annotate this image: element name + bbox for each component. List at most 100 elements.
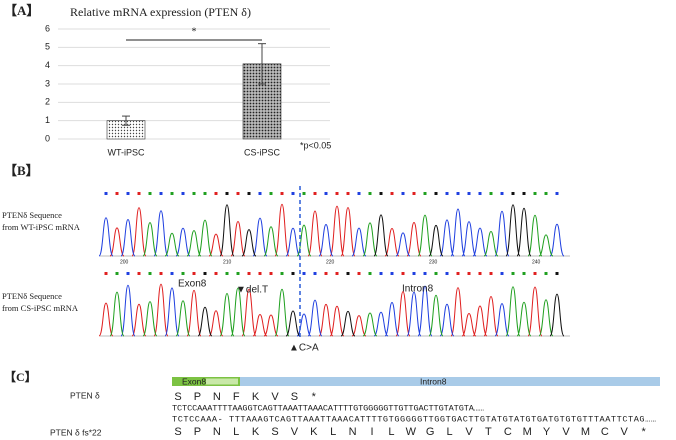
base-call [126, 192, 130, 195]
note: *p<0.05 [300, 140, 331, 150]
amino-acid: N [213, 426, 221, 438]
base-call [555, 272, 559, 275]
exon-label: Exon8 [178, 279, 207, 290]
base-call [379, 192, 383, 195]
base-call [159, 272, 163, 275]
amino-acid: G [426, 426, 435, 438]
base-call [511, 272, 515, 275]
base-call [203, 272, 207, 275]
base-call [544, 192, 548, 195]
trace [98, 283, 543, 337]
amino-acid: T [485, 426, 492, 438]
base-call [181, 272, 185, 275]
base-call [412, 192, 416, 195]
base-call [445, 272, 449, 275]
base-call [192, 272, 196, 275]
trace-label: from CS-iPSC mRNA [2, 303, 79, 313]
base-call [357, 272, 361, 275]
amino-acid: S [174, 391, 181, 403]
sequence-name: PTEN δ [70, 390, 100, 400]
bar-chart: 0 1 2 3 4 5 6 WT-iPSC CS-iPSC * *p<0.05 [45, 23, 331, 157]
base-call [368, 192, 372, 195]
base-call [258, 192, 262, 195]
deletion-label: ▼del.T [236, 285, 268, 296]
base-call [269, 272, 273, 275]
intron-bar [240, 377, 660, 386]
panel-label: 【A】 [4, 3, 39, 18]
trace [109, 286, 554, 337]
base-call [104, 192, 108, 195]
base-call [456, 192, 460, 195]
base-call [390, 192, 394, 195]
base-call [148, 272, 152, 275]
base-call [247, 272, 251, 275]
amino-acid: I [370, 426, 373, 438]
amino-acid: P [194, 391, 201, 403]
base-call [313, 192, 317, 195]
amino-acid: V [271, 391, 279, 403]
amino-acid: M [523, 426, 532, 438]
chromatograms: 200 210 220 230 240 [98, 192, 570, 337]
base-call [346, 192, 350, 195]
amino-acid: K [252, 426, 260, 438]
base-call [368, 272, 372, 275]
y-tick-label: 3 [45, 78, 50, 88]
y-tick-label: 1 [45, 115, 50, 125]
base-call [412, 272, 416, 275]
base-call [269, 192, 273, 195]
base-call [258, 272, 262, 275]
base-call [159, 192, 163, 195]
base-call [434, 272, 438, 275]
base-call [148, 192, 152, 195]
base-call [423, 272, 427, 275]
base-call [335, 192, 339, 195]
base-call [302, 272, 306, 275]
base-call [104, 272, 108, 275]
base-call [357, 192, 361, 195]
base-call [247, 192, 251, 195]
base-call [489, 192, 493, 195]
exon-label: Exon8 [182, 376, 206, 386]
trace [142, 214, 554, 257]
amino-acid: L [447, 426, 453, 438]
base-call [214, 192, 218, 195]
base-call [390, 272, 394, 275]
base-call [555, 192, 559, 195]
base-call [456, 272, 460, 275]
position-label: 220 [326, 259, 335, 265]
base-call [115, 272, 119, 275]
base-call [478, 272, 482, 275]
amino-acid: Y [543, 426, 551, 438]
trace [197, 293, 565, 337]
base-call [115, 192, 119, 195]
amino-acid: P [194, 426, 201, 438]
base-call [478, 192, 482, 195]
panel-label: 【C】 [4, 369, 37, 384]
base-call [302, 192, 306, 195]
amino-acid: V [621, 426, 629, 438]
sequence: TCTCCAAA- TTTAAAGTCAGTTAAATTAAACATTTTGTG… [172, 414, 656, 424]
base-call [203, 192, 207, 195]
amino-acid: V [291, 426, 299, 438]
sequence: TCTCCAAATTTTAAGGTCAGTTAAATTAAACATTTTGTGG… [172, 403, 484, 413]
amino-acid: C [601, 426, 609, 438]
base-call [236, 192, 240, 195]
base-call [522, 192, 526, 195]
base-call [280, 272, 284, 275]
base-call [291, 192, 295, 195]
amino-acid: K [252, 391, 260, 403]
amino-acid: K [310, 426, 318, 438]
x-tick-label: WT-iPSC [108, 147, 145, 157]
amino-acid: M [581, 426, 590, 438]
base-call [489, 272, 493, 275]
amino-acid: N [213, 391, 221, 403]
chart-title: Relative mRNA expression (PTEN δ) [70, 5, 251, 19]
substitution-label: ▲C>A [289, 343, 319, 354]
base-call [500, 272, 504, 275]
base-call [445, 192, 449, 195]
base-call [379, 272, 383, 275]
base-call [335, 272, 339, 275]
base-call [291, 272, 295, 275]
position-label: 230 [429, 259, 438, 265]
amino-acid: N [349, 426, 357, 438]
